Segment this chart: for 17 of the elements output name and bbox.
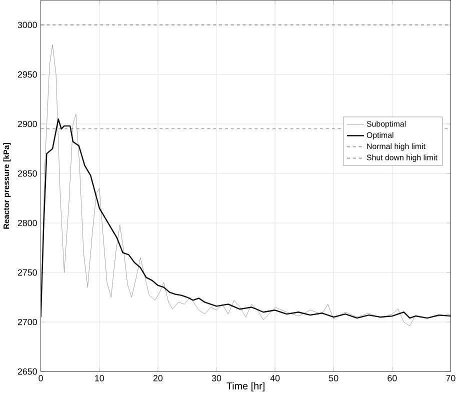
- y-tick-label: 2750: [18, 269, 37, 276]
- x-tick-label: 30: [212, 375, 222, 382]
- x-axis-title: Time [hr]: [226, 382, 264, 392]
- x-tick-label: 10: [95, 375, 104, 382]
- x-tick-label: 70: [446, 375, 456, 382]
- x-tick-label: 50: [329, 375, 338, 382]
- x-tick-label: 20: [153, 375, 163, 382]
- x-tick-label: 40: [270, 375, 280, 382]
- y-tick-label: 2900: [18, 120, 37, 128]
- y-tick-label: 2700: [18, 318, 37, 326]
- y-tick-label: 3000: [18, 22, 37, 28]
- x-tick-label: 60: [388, 375, 397, 382]
- y-tick-label: 2650: [18, 368, 37, 375]
- x-tick-label: 0: [38, 375, 43, 382]
- y-tick-label: 2950: [18, 71, 37, 78]
- y-tick-label: 2850: [18, 170, 37, 177]
- y-tick-label: 2800: [18, 220, 37, 226]
